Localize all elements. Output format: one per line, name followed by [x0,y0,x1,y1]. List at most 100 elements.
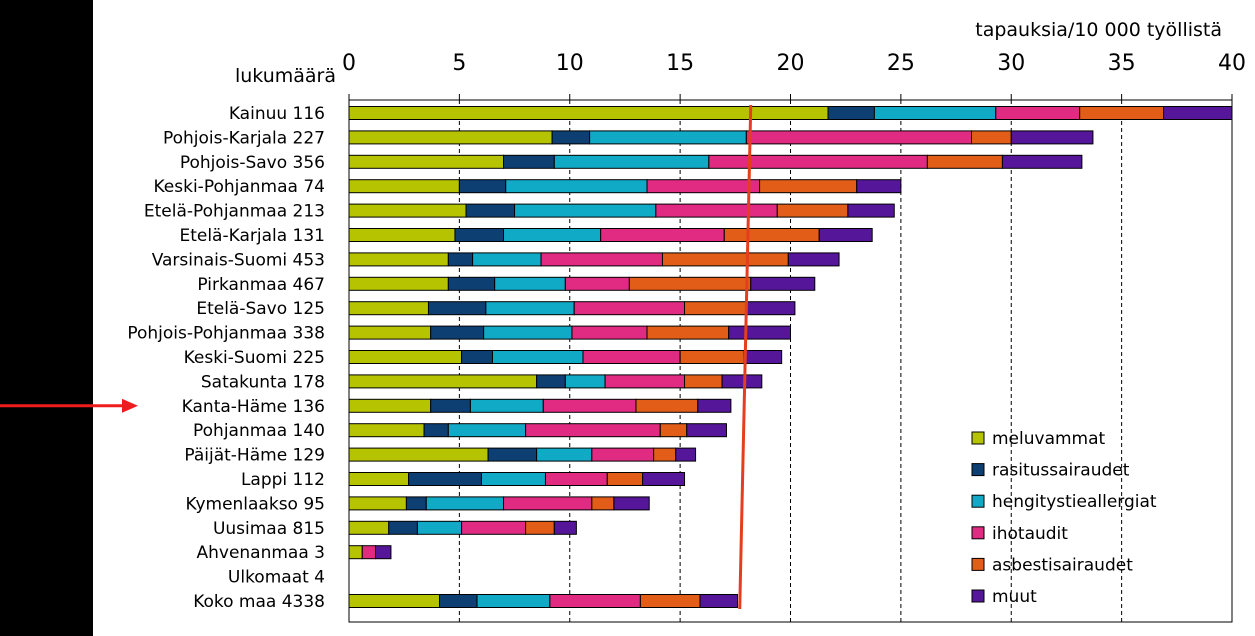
bar-segment-meluvammat [348,496,407,511]
bar-segment-muut [787,252,840,267]
category-label: Päijät-Häme 129 [184,446,325,466]
bar-segment-asbestisairaudet [639,594,701,608]
bar-segment-hengitystieallergiat [589,130,747,145]
bar-segment-ihotaudit [361,545,376,560]
bar-segment-muut [613,496,650,511]
category-label: Satakunta 178 [201,372,325,392]
legend-swatch-meluvammat [971,431,985,445]
legend-label-rasitussairaudet: rasitussairaudet [992,461,1130,481]
bar-segment-asbestisairaudet [659,423,688,438]
bar-segment-hengitystieallergiat [480,472,546,486]
bar-segment-hengitystieallergiat [483,325,573,340]
bar-segment-rasitussairaudet [503,154,555,169]
bar-segment-rasitussairaudet [439,594,478,608]
bar-segment-ihotaudit [549,594,641,608]
bar-segment-asbestisairaudet [776,203,849,218]
bar-segment-ihotaudit [573,301,686,316]
category-label: Uusimaa 815 [213,519,325,539]
category-label: Keski-Pohjanmaa 74 [154,177,326,197]
bar-segment-muut [1163,106,1233,120]
bar-segment-hengitystieallergiat [416,520,463,535]
bar-segment-rasitussairaudet [430,398,471,413]
bar-segment-hengitystieallergiat [447,423,527,438]
bar-segment-meluvammat [348,154,505,169]
category-label: Kainuu 116 [229,104,325,124]
bar-segment-hengitystieallergiat [536,447,593,462]
bar-segment-meluvammat [348,398,432,413]
bar-segment-rasitussairaudet [430,325,485,340]
pointer-arrow-head [122,398,138,413]
bar-segment-meluvammat [348,203,467,218]
bar-segment-meluvammat [348,276,449,291]
bar-segment-rasitussairaudet [461,350,493,364]
bar-segment-hengitystieallergiat [514,203,657,218]
bar-segment-asbestisairaudet [759,179,858,194]
bar-segment-muut [642,472,686,486]
bar-segment-hengitystieallergiat [505,179,648,194]
bar-segment-rasitussairaudet [408,472,482,486]
x-tick-label-30: 30 [997,51,1025,76]
bar-segment-rasitussairaudet [827,106,875,120]
left-black-band [0,0,93,636]
bar-segment-meluvammat [348,374,538,389]
bar-segment-asbestisairaudet [591,496,615,511]
legend-label-ihotaudit: ihotaudit [992,524,1068,544]
bar-segment-hengitystieallergiat [494,276,566,291]
bar-segment-ihotaudit [571,325,648,340]
category-label: Etelä-Pohjanmaa 213 [144,202,325,222]
bar-segment-muut [856,179,902,194]
bar-segment-asbestisairaudet [653,447,677,462]
bar-segment-rasitussairaudet [487,447,538,462]
category-label: Etelä-Savo 125 [196,299,325,319]
category-label: Kanta-Häme 136 [182,397,325,417]
bar-segment-rasitussairaudet [465,203,516,218]
bar-segment-asbestisairaudet [684,374,723,389]
x-tick-label-25: 25 [887,51,915,76]
bar-segment-meluvammat [348,472,410,486]
bar-segment-hengitystieallergiat [553,154,710,169]
bar-segment-muut [745,301,796,316]
bar-segment-hengitystieallergiat [491,350,584,364]
bar-segment-ihotaudit [540,252,663,267]
bar-segment-ihotaudit [525,423,661,438]
reference-line [738,104,753,610]
bar-segment-muut [728,325,792,340]
bar-segment-meluvammat [348,228,456,242]
bar-segment-meluvammat [348,301,429,316]
bar-segment-muut [818,228,873,242]
bar-segment-hengitystieallergiat [472,252,542,267]
bar-segment-ihotaudit [745,130,973,145]
bar-segment-ihotaudit [564,276,630,291]
bar-segment-muut [721,374,763,389]
bar-segment-ihotaudit [542,398,637,413]
bar-segment-hengitystieallergiat [476,594,551,608]
bar-segment-ihotaudit [655,203,778,218]
bar-segment-asbestisairaudet [628,276,752,291]
x-tick-label-5: 5 [452,51,466,76]
bar-segment-meluvammat [348,350,463,364]
bar-segment-rasitussairaudet [551,130,591,145]
bar-segment-rasitussairaudet [423,423,449,438]
category-label: Varsinais-Suomi 453 [152,250,325,270]
bar-segment-meluvammat [348,252,449,267]
category-label: Pohjois-Savo 356 [180,153,325,173]
bar-segment-meluvammat [348,130,553,145]
bar-segment-rasitussairaudet [447,276,496,291]
bar-segment-ihotaudit [646,179,761,194]
bar-segment-muut [750,276,816,291]
bar-segment-hengitystieallergiat [873,106,997,120]
bar-segment-meluvammat [348,447,489,462]
bar-segment-asbestisairaudet [684,301,747,316]
bar-segment-ihotaudit [544,472,608,486]
x-tick-label-20: 20 [777,51,805,76]
bar-segment-muut [697,398,732,413]
legend-swatch-ihotaudit [971,526,985,540]
legend-swatch-rasitussairaudet [971,463,985,477]
legend-label-muut: muut [992,587,1037,607]
bar-segment-rasitussairaudet [405,496,427,511]
bar-segment-muut [1001,154,1083,169]
category-label: Koko maa 4338 [193,592,325,612]
bar-segment-asbestisairaudet [661,252,789,267]
category-label: Keski-Suomi 225 [184,348,325,368]
bar-segment-ihotaudit [582,350,681,364]
